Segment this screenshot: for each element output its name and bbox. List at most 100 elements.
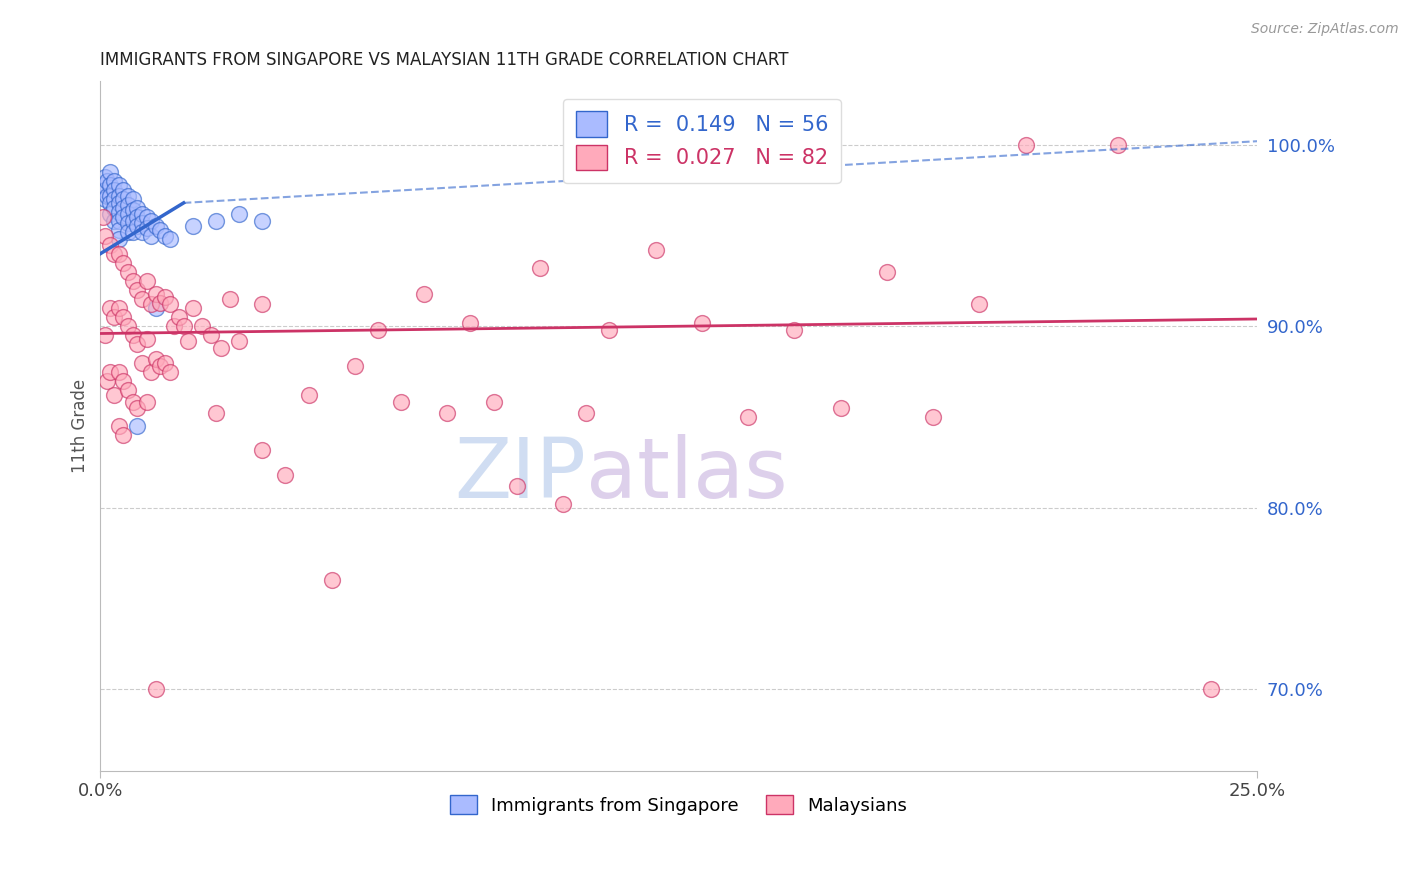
Point: [575, 406, 598, 420]
Point: [413, 286, 436, 301]
Point: [209, 341, 232, 355]
Point: [127, 283, 149, 297]
Point: [830, 401, 852, 415]
Point: [108, 205, 131, 219]
Text: atlas: atlas: [586, 434, 787, 515]
Point: [98, 165, 121, 179]
Point: [149, 359, 172, 373]
Point: [117, 319, 139, 334]
Point: [141, 228, 163, 243]
Point: [131, 207, 153, 221]
Point: [141, 214, 163, 228]
Point: [112, 183, 135, 197]
Point: [108, 188, 131, 202]
Point: [112, 192, 135, 206]
Point: [117, 383, 139, 397]
Point: [127, 419, 149, 434]
Point: [108, 214, 131, 228]
Point: [389, 395, 412, 409]
Point: [103, 183, 125, 197]
Point: [167, 310, 190, 325]
Point: [131, 225, 153, 239]
Point: [191, 319, 214, 334]
Point: [149, 223, 172, 237]
Point: [98, 178, 121, 192]
Point: [112, 256, 135, 270]
Point: [228, 334, 250, 348]
Legend: Immigrants from Singapore, Malaysians: Immigrants from Singapore, Malaysians: [441, 787, 917, 823]
Point: [135, 274, 157, 288]
Point: [98, 301, 121, 315]
Point: [98, 207, 121, 221]
Point: [98, 237, 121, 252]
Point: [876, 265, 898, 279]
Point: [91, 178, 114, 192]
Point: [108, 178, 131, 192]
Point: [121, 214, 143, 228]
Point: [108, 365, 131, 379]
Point: [1015, 137, 1038, 152]
Point: [117, 225, 139, 239]
Point: [135, 221, 157, 235]
Point: [112, 211, 135, 225]
Point: [200, 328, 222, 343]
Point: [506, 479, 529, 493]
Point: [103, 246, 125, 260]
Point: [163, 319, 186, 334]
Point: [205, 406, 228, 420]
Point: [131, 216, 153, 230]
Point: [121, 203, 143, 218]
Point: [321, 573, 343, 587]
Point: [145, 681, 167, 696]
Point: [177, 334, 200, 348]
Point: [149, 295, 172, 310]
Point: [141, 297, 163, 311]
Point: [112, 310, 135, 325]
Point: [131, 292, 153, 306]
Point: [159, 297, 181, 311]
Point: [644, 243, 666, 257]
Point: [153, 355, 176, 369]
Point: [252, 297, 274, 311]
Point: [112, 374, 135, 388]
Point: [91, 211, 114, 225]
Point: [108, 301, 131, 315]
Point: [121, 192, 143, 206]
Point: [121, 274, 143, 288]
Point: [367, 323, 389, 337]
Text: IMMIGRANTS FROM SINGAPORE VS MALAYSIAN 11TH GRADE CORRELATION CHART: IMMIGRANTS FROM SINGAPORE VS MALAYSIAN 1…: [100, 51, 789, 69]
Point: [274, 468, 297, 483]
Point: [135, 395, 157, 409]
Point: [690, 316, 713, 330]
Point: [219, 292, 242, 306]
Point: [103, 214, 125, 228]
Point: [127, 211, 149, 225]
Text: Source: ZipAtlas.com: Source: ZipAtlas.com: [1251, 22, 1399, 37]
Point: [131, 355, 153, 369]
Point: [117, 265, 139, 279]
Point: [127, 337, 149, 351]
Point: [121, 328, 143, 343]
Point: [135, 211, 157, 225]
Point: [153, 228, 176, 243]
Point: [108, 232, 131, 246]
Point: [228, 207, 250, 221]
Point: [94, 170, 117, 185]
Point: [252, 214, 274, 228]
Y-axis label: 11th Grade: 11th Grade: [72, 379, 89, 473]
Point: [108, 419, 131, 434]
Point: [252, 442, 274, 457]
Point: [145, 351, 167, 366]
Point: [551, 497, 574, 511]
Point: [737, 409, 759, 424]
Point: [1107, 137, 1129, 152]
Point: [969, 297, 991, 311]
Point: [94, 228, 117, 243]
Point: [127, 202, 149, 216]
Point: [94, 328, 117, 343]
Point: [96, 188, 118, 202]
Point: [117, 188, 139, 202]
Point: [460, 316, 482, 330]
Point: [103, 202, 125, 216]
Point: [181, 301, 204, 315]
